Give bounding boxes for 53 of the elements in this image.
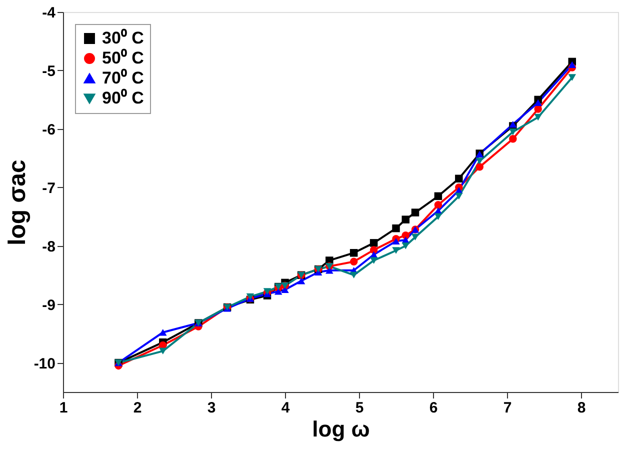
- point: [370, 239, 378, 247]
- point: [350, 248, 358, 257]
- x-tick-label: 2: [133, 400, 142, 416]
- point: [534, 114, 542, 121]
- x-axis-title: log ω: [312, 416, 370, 442]
- point: [509, 134, 517, 143]
- point: [411, 208, 420, 216]
- point: [434, 213, 442, 220]
- legend-label: 70⁰ C: [102, 68, 144, 88]
- point: [370, 257, 378, 264]
- point: [159, 348, 167, 354]
- x-tick-label: 6: [429, 400, 438, 416]
- legend-label: 90⁰ C: [102, 88, 144, 108]
- y-tick-label: -9: [42, 296, 56, 314]
- point: [297, 278, 306, 284]
- point: [350, 272, 358, 278]
- point: [350, 258, 358, 266]
- y-tick-label: -5: [42, 62, 56, 80]
- point: [476, 163, 484, 171]
- point: [434, 201, 442, 209]
- point: [455, 174, 463, 182]
- y-tick-label: -7: [42, 180, 56, 197]
- y-tick-label: -8: [42, 238, 56, 256]
- point: [455, 192, 463, 200]
- point: [402, 216, 410, 224]
- y-tick-label: -4: [42, 4, 56, 22]
- y-axis-title: log σac: [4, 160, 31, 246]
- x-tick-label: 8: [577, 400, 586, 416]
- x-tick-label: 3: [207, 400, 216, 416]
- point: [402, 231, 410, 240]
- point: [568, 61, 576, 68]
- legend-label: 50⁰ C: [102, 48, 144, 68]
- point: [402, 242, 410, 250]
- point: [274, 288, 282, 295]
- x-tick-label: 7: [503, 400, 512, 416]
- x-tick-label: 4: [281, 400, 290, 416]
- point: [476, 158, 484, 164]
- point: [568, 74, 576, 81]
- point: [392, 238, 400, 245]
- y-tick-label: -10: [34, 355, 56, 372]
- point: [434, 192, 442, 200]
- point: [326, 267, 334, 274]
- point: [392, 247, 400, 254]
- point: [509, 128, 517, 136]
- point: [159, 329, 167, 336]
- point: [392, 224, 400, 232]
- point: [534, 99, 542, 106]
- point: [534, 105, 542, 113]
- x-tick-label: 5: [355, 400, 364, 416]
- y-tick-label: -6: [42, 121, 56, 138]
- x-tick-label: 1: [59, 400, 68, 416]
- legend-label: 30⁰ C: [102, 28, 144, 48]
- point: [370, 246, 378, 254]
